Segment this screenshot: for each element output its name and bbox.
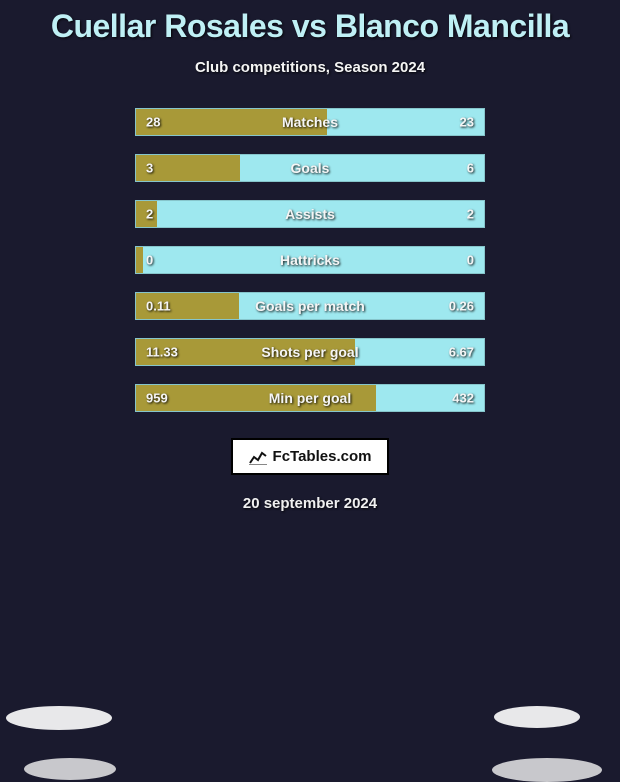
stat-bar-fill xyxy=(136,155,240,181)
stat-bar: 959432Min per goal xyxy=(135,384,485,412)
stat-right-value: 23 xyxy=(460,115,474,130)
stat-bar: 11.336.67Shots per goal xyxy=(135,338,485,366)
deco-ellipse xyxy=(24,758,116,780)
logo-text: FcTables.com xyxy=(273,448,372,465)
page-title: Cuellar Rosales vs Blanco Mancilla xyxy=(51,8,569,45)
stat-right-value: 2 xyxy=(467,207,474,222)
stat-right-value: 6.67 xyxy=(449,345,474,360)
deco-ellipse xyxy=(494,706,580,728)
date-text: 20 september 2024 xyxy=(243,495,377,512)
deco-ellipse xyxy=(492,758,602,782)
stat-left-value: 0 xyxy=(146,253,153,268)
stat-bar: 22Assists xyxy=(135,200,485,228)
stat-label: Assists xyxy=(136,206,484,222)
chart-icon xyxy=(249,449,267,465)
stat-bar: 36Goals xyxy=(135,154,485,182)
stat-bar-fill xyxy=(136,201,157,227)
stat-bar: 0 0Hattricks xyxy=(135,246,485,274)
stat-bar-fill xyxy=(136,293,239,319)
stat-right-value: 6 xyxy=(467,161,474,176)
stat-bar-fill xyxy=(136,109,327,135)
stat-bar-fill xyxy=(136,247,143,273)
root: Cuellar Rosales vs Blanco Mancilla Club … xyxy=(0,0,620,580)
stat-bars: 2823Matches 36Goals 22Assists 0 0Hattricks 0.… xyxy=(135,108,485,412)
stat-bar: 2823Matches xyxy=(135,108,485,136)
stat-bar: 0.110.26Goals per match xyxy=(135,292,485,320)
stat-right-value: 0.26 xyxy=(449,299,474,314)
logo-box[interactable]: FcTables.com xyxy=(231,438,390,475)
stat-right-value: 432 xyxy=(452,391,474,406)
deco-ellipse xyxy=(6,706,112,730)
stat-right-value: 0 xyxy=(467,253,474,268)
stat-bar-fill xyxy=(136,385,376,411)
stat-bar-fill xyxy=(136,339,355,365)
stat-label: Hattricks xyxy=(136,252,484,268)
subtitle: Club competitions, Season 2024 xyxy=(195,59,425,76)
